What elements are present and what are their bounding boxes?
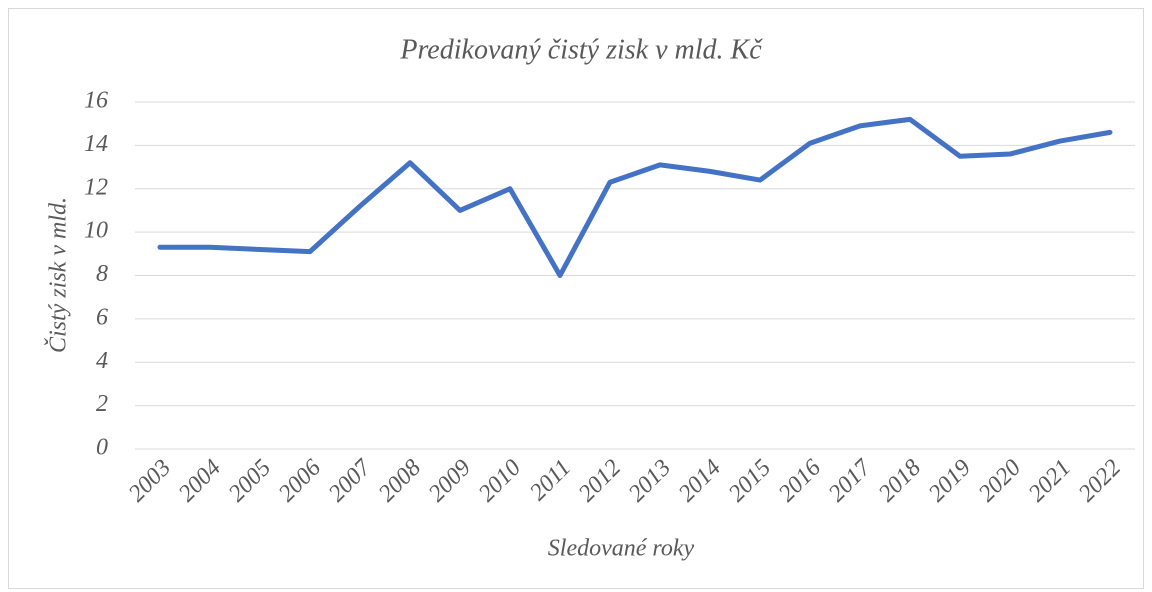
y-axis-label: Čistý zisk v mld.	[45, 197, 72, 353]
y-tick-label: 0	[96, 435, 108, 461]
y-tick-label: 10	[84, 218, 108, 244]
y-tick-label: 6	[96, 304, 108, 330]
chart-title: Predikovaný čistý zisk v mld. Kč	[399, 34, 763, 65]
y-tick-label: 12	[84, 174, 108, 200]
y-tick-label: 14	[84, 131, 108, 157]
y-tick-label: 16	[84, 88, 108, 114]
y-tick-label: 4	[96, 348, 108, 374]
chart-border	[8, 8, 1144, 589]
y-tick-label: 8	[96, 261, 108, 287]
x-axis-label: Sledované roky	[548, 536, 695, 562]
data-line	[157, 116, 1113, 278]
y-tick-label: 2	[96, 391, 108, 417]
